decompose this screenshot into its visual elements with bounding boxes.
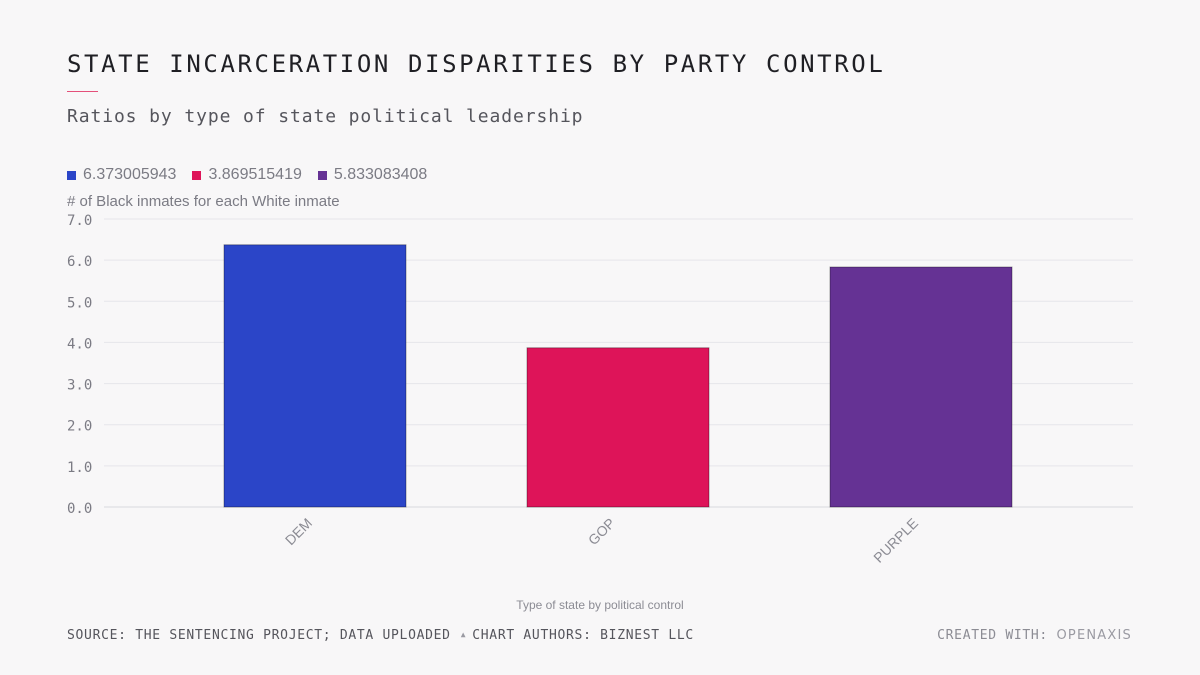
x-tick-label: PURPLE bbox=[870, 515, 921, 566]
y-tick-label: 3.0 bbox=[67, 378, 92, 394]
y-tick-label: 0.0 bbox=[67, 501, 92, 517]
title-divider bbox=[67, 91, 98, 92]
y-tick-label: 5.0 bbox=[67, 295, 92, 311]
y-tick-label: 7.0 bbox=[67, 213, 92, 229]
source-text: SOURCE: THE SENTENCING PROJECT; DATA UPL… bbox=[67, 628, 451, 643]
legend-swatch-dem bbox=[67, 170, 76, 180]
legend-swatch-purple bbox=[317, 170, 327, 180]
legend-item-dem[interactable]: 6.373005943 bbox=[67, 166, 176, 184]
openaxis-logo[interactable]: OPENAXIS bbox=[1056, 628, 1132, 643]
y-axis-label: # of Black inmates for each White inmate bbox=[67, 193, 340, 210]
chart-title: STATE INCARCERATION DISPARITIES BY PARTY… bbox=[67, 50, 886, 78]
legend-item-purple[interactable]: 5.833083408 bbox=[317, 166, 428, 184]
chart-subtitle: Ratios by type of state political leader… bbox=[67, 106, 584, 127]
legend-label-purple: 5.833083408 bbox=[333, 166, 428, 183]
legend-label-gop: 3.869515419 bbox=[208, 166, 302, 183]
footer-credits: SOURCE: THE SENTENCING PROJECT; DATA UPL… bbox=[67, 628, 694, 643]
y-tick-label: 6.0 bbox=[67, 254, 92, 270]
legend-label-dem: 6.373005943 bbox=[83, 166, 177, 183]
x-tick-label: DEM bbox=[282, 515, 315, 548]
bar-purple[interactable] bbox=[829, 266, 1013, 508]
legend-item-gop[interactable]: 3.869515419 bbox=[192, 166, 302, 184]
bar-gop[interactable] bbox=[526, 347, 710, 508]
x-tick-label: GOP bbox=[585, 515, 618, 548]
y-tick-label: 2.0 bbox=[67, 419, 92, 435]
chart-authors-text: CHART AUTHORS: BIZNEST LLC bbox=[472, 628, 694, 643]
created-with: CREATED WITH: OPENAXIS bbox=[937, 628, 1132, 643]
created-with-label: CREATED WITH: bbox=[937, 628, 1048, 643]
bar-dem[interactable] bbox=[223, 244, 407, 508]
y-tick-label: 1.0 bbox=[67, 460, 92, 476]
legend-swatch-gop bbox=[192, 170, 202, 180]
y-tick-label: 4.0 bbox=[67, 336, 92, 352]
triangle-icon: ▲ bbox=[460, 630, 467, 639]
x-axis-label: Type of state by political control bbox=[516, 598, 684, 612]
chart-legend: 6.373005943 3.869515419 5.833083408 bbox=[67, 166, 443, 184]
